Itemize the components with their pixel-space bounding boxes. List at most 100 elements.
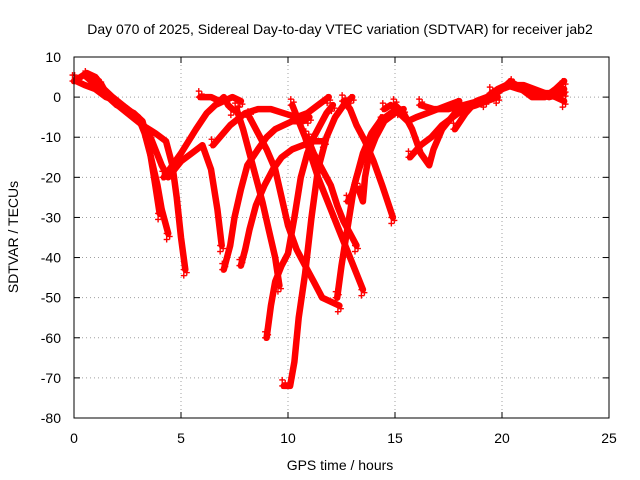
plus-marker [279, 382, 286, 389]
plus-marker [493, 100, 500, 107]
series-line [509, 81, 568, 105]
plus-marker [496, 97, 503, 104]
plus-marker [219, 266, 226, 273]
plus-marker [211, 139, 218, 146]
series-arc-16 [332, 105, 404, 301]
y-tick-labels: 10 0 -10 -20 -30 -40 -50 -60 -70 -80 [41, 49, 61, 426]
plus-marker [337, 305, 344, 312]
plus-marker [180, 266, 187, 273]
y-tick-label: -40 [41, 250, 61, 266]
plus-marker [236, 262, 243, 269]
plus-marker [262, 334, 269, 341]
plus-marker [379, 100, 386, 107]
y-tick-label: -10 [41, 129, 61, 145]
plus-marker [239, 101, 246, 108]
series-arc-26 [508, 76, 569, 111]
y-tick-label: 10 [45, 49, 61, 65]
series-line [233, 105, 283, 289]
plus-marker [486, 90, 493, 97]
series-line [263, 101, 337, 342]
y-tick-label: -70 [41, 370, 61, 386]
plus-marker [155, 216, 162, 223]
plus-marker [327, 97, 334, 104]
plus-marker [393, 99, 400, 106]
plus-marker [220, 245, 227, 252]
y-tick-label: -30 [41, 209, 61, 225]
plus-marker [163, 236, 170, 243]
plus-marker [508, 82, 515, 89]
plus-marker [335, 291, 342, 298]
plus-marker [235, 103, 242, 110]
plus-marker [379, 106, 386, 113]
series-line [344, 113, 386, 205]
plus-marker [304, 120, 311, 127]
data-series [69, 68, 569, 390]
plus-marker [287, 102, 294, 109]
plus-marker [350, 97, 357, 104]
plus-marker [222, 263, 229, 270]
plus-marker [208, 142, 215, 149]
plus-marker [98, 79, 105, 86]
plus-marker [382, 103, 389, 110]
plus-marker [195, 94, 202, 101]
plus-marker [562, 101, 569, 108]
plus-marker [262, 328, 269, 335]
plus-marker [339, 92, 346, 99]
series-arc-13 [279, 93, 357, 390]
x-tick-label: 20 [494, 430, 510, 446]
plus-marker [328, 108, 335, 115]
plus-marker [358, 286, 365, 293]
series-arc-25 [486, 77, 569, 101]
plus-marker [562, 93, 569, 100]
plus-marker [347, 94, 354, 101]
plus-marker [354, 180, 361, 187]
plus-marker [159, 174, 166, 181]
y-tick-label: 0 [53, 89, 61, 105]
y-tick-label: -60 [41, 330, 61, 346]
plus-marker [71, 78, 78, 85]
plus-marker [377, 114, 384, 121]
series-line [160, 93, 245, 181]
series-line [96, 81, 225, 249]
plus-marker [351, 248, 358, 255]
plus-marker [219, 260, 226, 267]
x-tick-label: 10 [280, 430, 296, 446]
plus-marker [331, 105, 338, 112]
series-line [340, 97, 397, 221]
series-arc-4 [95, 76, 227, 255]
plus-marker [302, 134, 309, 141]
plus-marker [265, 331, 272, 338]
x-axis-label: GPS time / hours [287, 457, 394, 473]
x-tick-label: 0 [70, 430, 78, 446]
plus-marker [559, 98, 566, 105]
plus-marker [559, 78, 566, 85]
series-arc-17 [339, 92, 398, 227]
plus-marker [357, 183, 364, 190]
plus-marker [454, 98, 461, 105]
series-line [289, 101, 367, 293]
plus-marker [162, 171, 169, 178]
plus-marker [332, 294, 339, 301]
plus-marker [342, 95, 349, 102]
plus-marker [247, 111, 254, 118]
plus-marker [416, 102, 423, 109]
series-arc-14 [287, 96, 368, 299]
plus-marker [351, 242, 358, 249]
plus-marker [244, 108, 251, 115]
plus-marker [450, 120, 457, 127]
series-line [197, 93, 236, 113]
plus-marker [324, 100, 331, 107]
plus-marker [217, 248, 224, 255]
plot-frame [73, 56, 610, 419]
series-line [280, 93, 356, 390]
y-tick-label: -20 [41, 169, 61, 185]
plus-marker [332, 288, 339, 295]
plus-marker [388, 214, 395, 221]
series-line [355, 105, 407, 205]
x-tick-label: 5 [177, 430, 185, 446]
plus-marker [559, 90, 566, 97]
plus-marker [305, 131, 312, 138]
plus-marker [217, 242, 224, 249]
plus-marker [339, 98, 346, 105]
